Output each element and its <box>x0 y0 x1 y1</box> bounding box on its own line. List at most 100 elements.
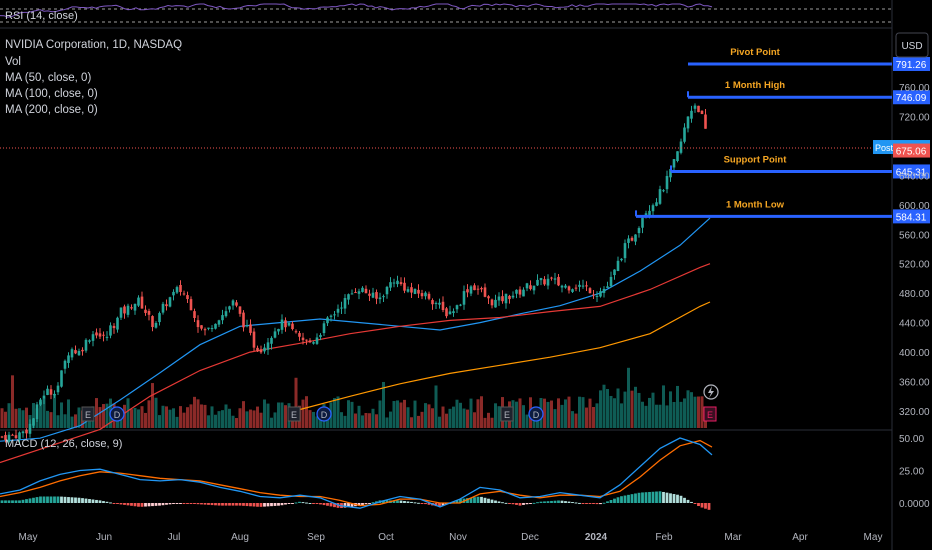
volume-bar <box>175 416 179 428</box>
volume-bar <box>235 417 238 428</box>
volume-bar <box>382 381 385 428</box>
price-axis[interactable]: 760.00720.00680.00640.00600.00560.00520.… <box>873 83 930 418</box>
volume-bar <box>284 405 287 428</box>
price-tick-label: 560.00 <box>899 230 930 241</box>
macd-histogram-bar <box>343 503 347 508</box>
price-tick-label: 440.00 <box>899 319 930 330</box>
volume-bar <box>77 407 81 428</box>
volume-bar <box>333 398 336 428</box>
candle-body <box>151 316 154 328</box>
volume-bar <box>252 410 256 428</box>
macd-histogram-bar <box>133 503 137 507</box>
macd-histogram-bar <box>259 503 263 507</box>
macd-histogram-bar <box>588 503 592 504</box>
volume-bar <box>427 404 431 428</box>
legend-ma50[interactable]: MA (50, close, 0) <box>5 72 91 84</box>
candle-body <box>557 276 560 286</box>
candle-body <box>592 294 595 296</box>
macd-histogram-bar <box>641 492 644 503</box>
macd-histogram-bar <box>294 502 298 504</box>
volume-bar <box>203 404 207 428</box>
macd-histogram-bar <box>200 503 203 505</box>
currency-button[interactable]: USD <box>895 32 929 58</box>
time-tick-label: Oct <box>378 532 394 543</box>
candle-body <box>508 295 511 300</box>
candle-body <box>613 269 616 276</box>
level-name: Support Point <box>724 154 788 165</box>
macd-histogram-bar <box>476 496 480 503</box>
dividend-marker[interactable] <box>528 406 544 422</box>
candle-body <box>273 331 277 338</box>
volume-bar <box>434 385 438 428</box>
macd-axis[interactable]: 50.00 25.00 0.0000 <box>899 434 930 510</box>
volume-bar <box>207 415 210 428</box>
macd-histogram-bar <box>224 503 228 506</box>
macd-histogram-bar <box>417 502 420 504</box>
candle-body <box>130 307 133 309</box>
macd-histogram-bar <box>392 500 396 503</box>
macd-pane[interactable]: MACD (12, 26, close, 9) <box>0 437 713 510</box>
macd-histogram-bar <box>424 503 427 505</box>
candle-body <box>116 317 119 330</box>
volume-bar <box>315 416 319 428</box>
macd-histogram-bar <box>91 499 95 503</box>
macd-histogram-bar <box>25 499 28 503</box>
candle-body <box>683 127 686 142</box>
legend-vol[interactable]: Vol <box>5 56 21 68</box>
macd-histogram-bar <box>70 497 74 503</box>
volume-bar <box>343 415 347 428</box>
price-pane[interactable]: Pivot Point 791.26 1 Month High 746.09 Suppo… <box>0 39 930 464</box>
volume-bar <box>151 383 154 428</box>
candle-body <box>49 389 53 395</box>
time-axis[interactable]: May Jun Jul Aug Sep Oct Nov Dec 2024 Feb Mar Apr May <box>19 532 883 543</box>
volume-bar <box>266 403 270 428</box>
level-price-tag <box>893 209 930 224</box>
volume-bar <box>466 409 469 428</box>
volume-bar <box>459 402 462 428</box>
marker-letter: E <box>504 410 510 420</box>
dividend-marker[interactable] <box>316 406 332 422</box>
earnings-marker[interactable] <box>703 406 717 422</box>
legend-title: NVIDIA Corporation, 1D, NASDAQ <box>5 39 182 51</box>
volume-bar <box>662 385 665 428</box>
volume-bar <box>217 411 221 428</box>
volume-bar <box>340 412 343 428</box>
candles <box>0 103 707 445</box>
macd-histogram-bar <box>49 496 53 503</box>
legend-ma100[interactable]: MA (100, close, 0) <box>5 88 98 100</box>
volume-bar <box>648 397 651 428</box>
candle-body <box>700 110 704 115</box>
macd-histogram-bar <box>466 498 469 503</box>
level-price-label: 584.31 <box>896 212 927 223</box>
candle-body <box>504 293 508 304</box>
candle-body <box>361 287 364 292</box>
volume-bar <box>469 398 473 428</box>
macd-histogram-bar <box>46 496 49 503</box>
macd-histogram-bar <box>21 499 25 503</box>
macd-histogram-bar <box>263 503 266 507</box>
volume-bar <box>245 411 249 428</box>
rsi-pane[interactable]: RSI (14, close) <box>0 3 892 23</box>
macd-histogram-bar <box>88 499 91 503</box>
macd-histogram-bar <box>280 503 284 506</box>
volume-bar <box>14 408 18 428</box>
earnings-marker[interactable] <box>81 406 95 422</box>
macd-label: MACD (12, 26, close, 9) <box>5 438 122 450</box>
earnings-marker[interactable] <box>287 406 301 422</box>
earnings-marker[interactable] <box>500 406 514 422</box>
level-name: 1 Month Low <box>726 199 785 210</box>
volume-bar <box>133 407 137 428</box>
alert-icon[interactable] <box>703 384 719 400</box>
dividend-marker[interactable] <box>109 406 125 422</box>
candle-body <box>18 432 21 440</box>
candle-body <box>28 423 32 434</box>
volume-bar <box>326 416 329 428</box>
macd-histogram-bar <box>119 503 123 505</box>
candle-body <box>487 296 490 299</box>
price-tick-label: 720.00 <box>899 112 930 123</box>
macd-histogram-bar <box>277 503 280 506</box>
legend-ma200[interactable]: MA (200, close, 0) <box>5 104 98 116</box>
macd-histogram-bar <box>581 503 585 504</box>
macd-histogram-bar <box>508 503 511 504</box>
